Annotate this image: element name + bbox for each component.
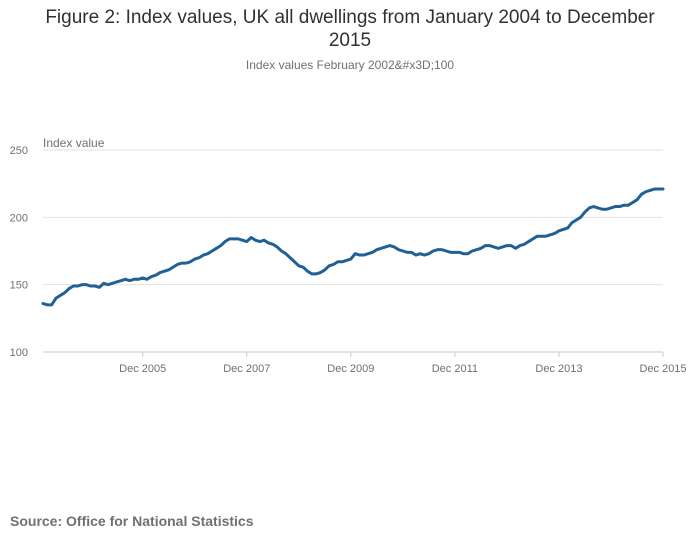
y-axis-label: Index value: [43, 136, 105, 150]
y-tick-label: 150: [10, 280, 28, 292]
y-tick-label: 250: [10, 145, 28, 157]
axes: 100 150 200 250 Dec 2005 Dec 2007 Dec 2009 Dec …: [10, 145, 687, 375]
y-tick-label: 200: [10, 212, 28, 224]
source-note: Source: Office for National Statistics: [10, 513, 254, 529]
chart-title-line-1: Figure 2: Index values, UK all dwellings…: [45, 7, 655, 28]
chart-subtitle: Index values February 2002&#x3D;100: [245, 58, 455, 72]
chart-title: Figure 2: Index values, UK all dwellings…: [0, 6, 700, 52]
y-tick-label: 100: [10, 347, 28, 359]
series-line-uk-all-dwellings: [41, 187, 665, 307]
x-tick-label: Dec 2013: [535, 363, 582, 375]
x-tick-label: Dec 2015: [639, 363, 686, 375]
series-layer: [41, 187, 665, 307]
x-tick-label: Dec 2007: [223, 363, 270, 375]
x-tick-label: Dec 2005: [119, 363, 166, 375]
gridlines: [43, 149, 663, 353]
x-tick-label: Dec 2009: [327, 363, 374, 375]
x-tick-label: Dec 2011: [432, 363, 478, 375]
chart-title-line-2: 2015: [328, 30, 372, 51]
